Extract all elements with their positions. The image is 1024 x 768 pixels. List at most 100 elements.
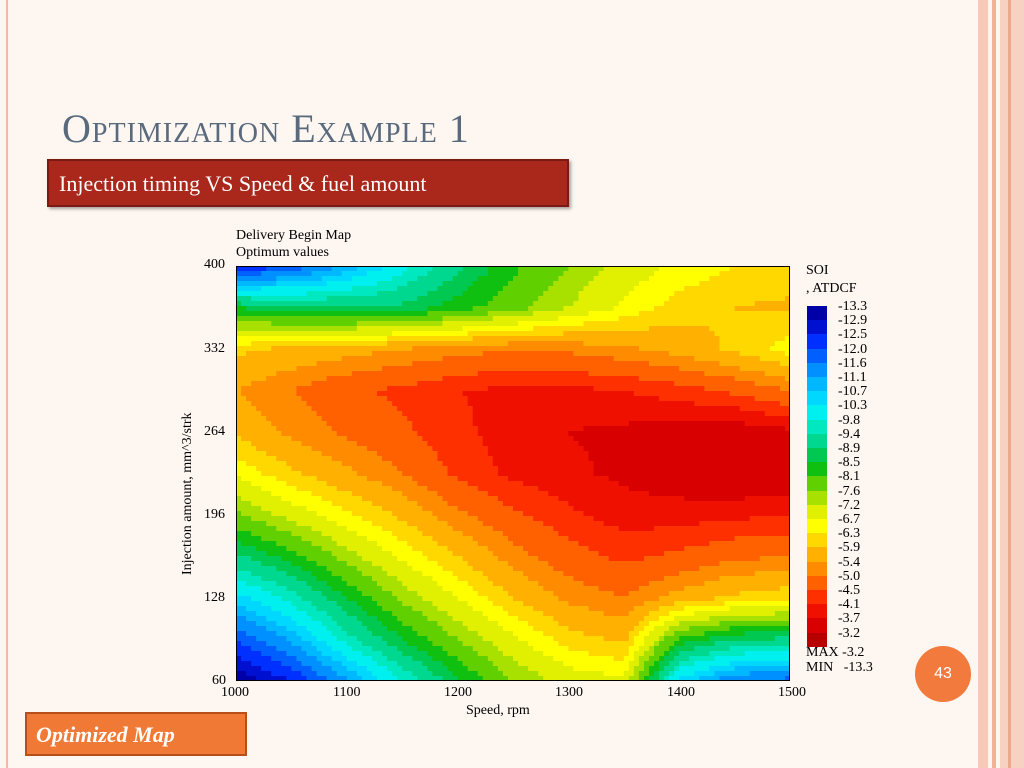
heatmap-cell xyxy=(472,396,479,402)
heatmap-cell xyxy=(699,466,705,472)
heatmap-cell xyxy=(603,386,610,392)
heatmap-cell xyxy=(699,326,705,332)
heatmap-cell xyxy=(382,311,388,317)
heatmap-cell xyxy=(598,476,605,482)
heatmap-cell xyxy=(518,376,524,382)
heatmap-cell xyxy=(613,331,620,337)
heatmap-cell xyxy=(306,426,313,432)
heatmap-cell xyxy=(366,296,373,302)
heatmap-cell xyxy=(659,291,665,297)
heatmap-cell xyxy=(784,356,790,362)
heatmap-cell xyxy=(246,406,252,412)
heatmap-cell xyxy=(427,416,434,422)
heatmap-cell xyxy=(346,461,353,467)
heatmap-cell xyxy=(518,391,524,397)
heatmap-cell xyxy=(402,281,408,287)
heatmap-cell xyxy=(492,336,499,342)
heatmap-cell xyxy=(392,326,398,332)
heatmap-cell xyxy=(684,436,690,442)
heatmap-cell xyxy=(709,476,716,482)
heatmap-cell xyxy=(618,466,625,472)
heatmap-cell xyxy=(341,331,348,337)
heatmap-cell xyxy=(568,266,575,272)
heatmap-cell xyxy=(583,401,590,407)
heatmap-cell xyxy=(457,301,464,307)
heatmap-cell xyxy=(749,381,756,387)
heatmap-cell xyxy=(699,361,705,367)
heatmap-cell xyxy=(492,486,499,492)
heatmap-cell xyxy=(462,451,469,457)
heatmap-cell xyxy=(769,306,776,312)
heatmap-cell xyxy=(356,406,363,412)
heatmap-cell xyxy=(659,436,665,442)
heatmap-cell xyxy=(664,356,670,362)
heatmap-cell xyxy=(568,456,575,462)
heatmap-cell xyxy=(246,291,252,297)
heatmap-cell xyxy=(467,416,474,422)
heatmap-cell xyxy=(538,326,544,332)
heatmap-cell xyxy=(643,301,650,307)
heatmap-cell xyxy=(392,456,398,462)
heatmap-cell xyxy=(457,331,464,337)
heatmap-cell xyxy=(553,281,559,287)
heatmap-cell xyxy=(296,446,303,452)
heatmap-cell xyxy=(246,466,252,472)
heatmap-cell xyxy=(261,471,267,477)
heatmap-cell xyxy=(538,341,544,347)
heatmap-cell xyxy=(578,466,585,472)
heatmap-cell xyxy=(774,346,781,352)
heatmap-cell xyxy=(382,321,388,327)
heatmap-cell xyxy=(759,291,766,297)
heatmap-cell xyxy=(674,416,680,422)
heatmap-cell xyxy=(437,471,444,477)
heatmap-cell xyxy=(447,471,454,477)
heatmap-cell xyxy=(548,426,554,432)
heatmap-cell xyxy=(734,321,741,327)
heatmap-cell xyxy=(482,351,489,357)
heatmap-cell xyxy=(336,311,343,317)
heatmap-cell xyxy=(669,286,675,292)
heatmap-cell xyxy=(487,306,494,312)
heatmap-cell xyxy=(759,356,766,362)
heatmap-cell xyxy=(346,351,353,357)
heatmap-cell xyxy=(603,276,610,282)
heatmap-cell xyxy=(251,281,257,287)
heatmap-cell xyxy=(638,431,645,437)
heatmap-cell xyxy=(633,431,640,437)
heatmap-cell xyxy=(452,396,459,402)
heatmap-cell xyxy=(412,296,418,302)
heatmap-cell xyxy=(578,311,585,317)
heatmap-cell xyxy=(377,356,383,362)
heatmap-cell xyxy=(281,361,287,367)
heatmap-cell xyxy=(528,406,534,412)
heatmap-cell xyxy=(518,306,524,312)
heatmap-cell xyxy=(346,301,353,307)
heatmap-cell xyxy=(724,441,731,447)
heatmap-cell xyxy=(618,311,625,317)
heatmap-cell xyxy=(513,266,519,272)
heatmap-cell xyxy=(563,401,569,407)
heatmap-cell xyxy=(351,416,358,422)
heatmap-cell xyxy=(462,281,469,287)
heatmap-cell xyxy=(296,276,303,282)
heatmap-cell xyxy=(734,441,741,447)
heatmap-cell xyxy=(608,431,615,437)
heatmap-cell xyxy=(472,276,479,282)
heatmap-cell xyxy=(784,381,790,387)
heatmap-cell xyxy=(593,316,600,322)
heatmap-cell xyxy=(769,331,776,337)
heatmap-cell xyxy=(447,451,454,457)
heatmap-cell xyxy=(336,321,343,327)
heatmap-cell xyxy=(492,391,499,397)
heatmap-cell xyxy=(286,341,292,347)
heatmap-cell xyxy=(729,371,736,377)
heatmap-cell xyxy=(724,391,731,397)
heatmap-cell xyxy=(452,341,459,347)
heatmap-cell xyxy=(246,371,252,377)
heatmap-cell xyxy=(412,406,418,412)
heatmap-cell xyxy=(699,386,705,392)
heatmap-cell xyxy=(296,461,303,467)
heatmap-cell xyxy=(296,481,303,487)
heatmap-cell xyxy=(719,281,726,287)
heatmap-cell xyxy=(734,451,741,457)
